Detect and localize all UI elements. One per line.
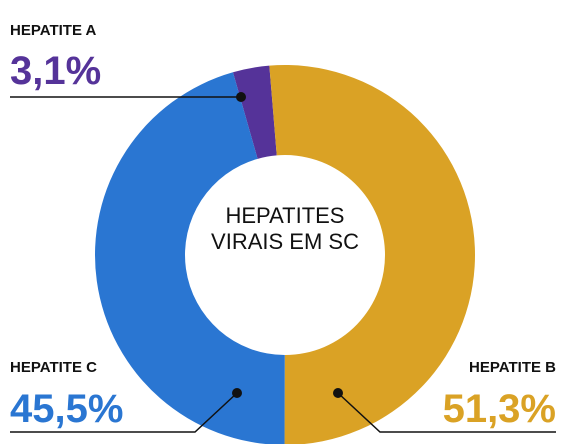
donut-slice — [269, 65, 475, 444]
leader-dot — [333, 388, 343, 398]
chart-title: HEPATITES VIRAIS EM SC — [211, 203, 359, 254]
leader-dot — [232, 388, 242, 398]
category-label: HEPATITE A — [10, 22, 97, 39]
leader-line — [10, 392, 238, 433]
category-label: HEPATITE C — [10, 359, 97, 376]
value-label: 45,5% — [10, 387, 123, 431]
donut-slice — [232, 65, 277, 159]
value-label: 3,1% — [10, 49, 101, 93]
value-label: 51,3% — [443, 387, 556, 431]
leader-line — [337, 392, 556, 433]
category-label: HEPATITE B — [469, 359, 556, 376]
leader-dot — [236, 92, 246, 102]
donut-slice — [95, 72, 285, 444]
